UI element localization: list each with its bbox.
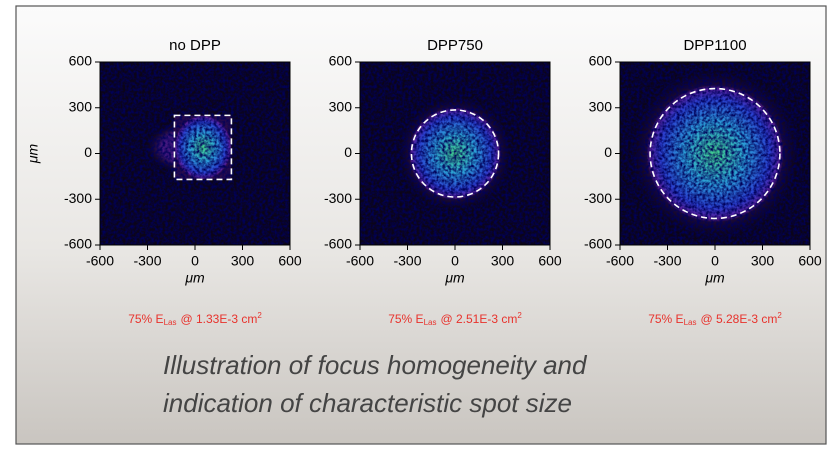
x-tick-label: -600 [606, 253, 634, 269]
x-tick-label: -600 [346, 253, 374, 269]
x-tick-label: -300 [653, 253, 681, 269]
spot-outline [410, 109, 500, 198]
x-tick-label: 0 [451, 253, 459, 269]
spot-outline [173, 114, 233, 181]
x-axis-label: μm [704, 270, 725, 286]
y-axis-label: μm [25, 144, 41, 165]
x-tick-label: 300 [231, 253, 255, 269]
y-tick-label: -300 [324, 190, 352, 206]
x-tick-label: 300 [751, 253, 775, 269]
caption: indication of characteristic spot size [163, 388, 572, 418]
y-tick-label: 0 [84, 144, 92, 160]
annotation-subscript: Las [424, 318, 437, 327]
y-tick-label: -600 [584, 236, 612, 252]
y-tick-label: 0 [344, 144, 352, 160]
annotation-subscript: Las [164, 318, 177, 327]
y-tick-label: 600 [69, 53, 93, 69]
annotation-text: 75% E [388, 312, 423, 326]
y-tick-label: -600 [324, 236, 352, 252]
panel-title: DPP750 [427, 37, 483, 54]
annotation-text: 75% E [648, 312, 683, 326]
x-tick-label: -300 [133, 253, 161, 269]
annotation: 75% ELas @ 2.51E-3 cm2 [388, 311, 522, 327]
x-axis-label: μm [184, 270, 205, 286]
annotation-value: @ 1.33E-3 cm [180, 312, 257, 326]
y-tick-label: 0 [604, 144, 612, 160]
x-tick-label: 600 [538, 253, 562, 269]
annotation-superscript: 2 [517, 311, 522, 320]
y-tick-label: -300 [584, 190, 612, 206]
annotation-superscript: 2 [257, 311, 262, 320]
x-tick-label: 0 [711, 253, 719, 269]
y-tick-label: -300 [64, 190, 92, 206]
y-tick-label: -600 [64, 236, 92, 252]
annotation-superscript: 2 [777, 311, 782, 320]
panel-title: DPP1100 [683, 37, 746, 54]
annotation-subscript: Las [684, 318, 697, 327]
annotation-value: @ 2.51E-3 cm [440, 312, 517, 326]
annotation-value: @ 5.28E-3 cm [700, 312, 777, 326]
panel-title: no DPP [169, 37, 221, 54]
x-tick-label: -600 [86, 253, 114, 269]
y-tick-label: 300 [329, 98, 353, 114]
speckle [360, 62, 550, 245]
x-tick-label: 300 [491, 253, 515, 269]
spot-outline [649, 87, 781, 220]
annotation-text: 75% E [128, 312, 163, 326]
y-tick-label: 600 [589, 53, 613, 69]
x-tick-label: 600 [798, 253, 822, 269]
caption: Illustration of focus homogeneity and [163, 350, 588, 380]
y-tick-label: 300 [69, 98, 93, 114]
speckle [620, 62, 810, 245]
x-tick-label: -300 [393, 253, 421, 269]
y-tick-label: 300 [589, 98, 613, 114]
x-axis-label: μm [444, 270, 465, 286]
x-tick-label: 600 [278, 253, 302, 269]
annotation: 75% ELas @ 1.33E-3 cm2 [128, 311, 262, 327]
annotation: 75% ELas @ 5.28E-3 cm2 [648, 311, 782, 327]
speckle [100, 62, 290, 245]
x-tick-label: 0 [191, 253, 199, 269]
y-tick-label: 600 [329, 53, 353, 69]
